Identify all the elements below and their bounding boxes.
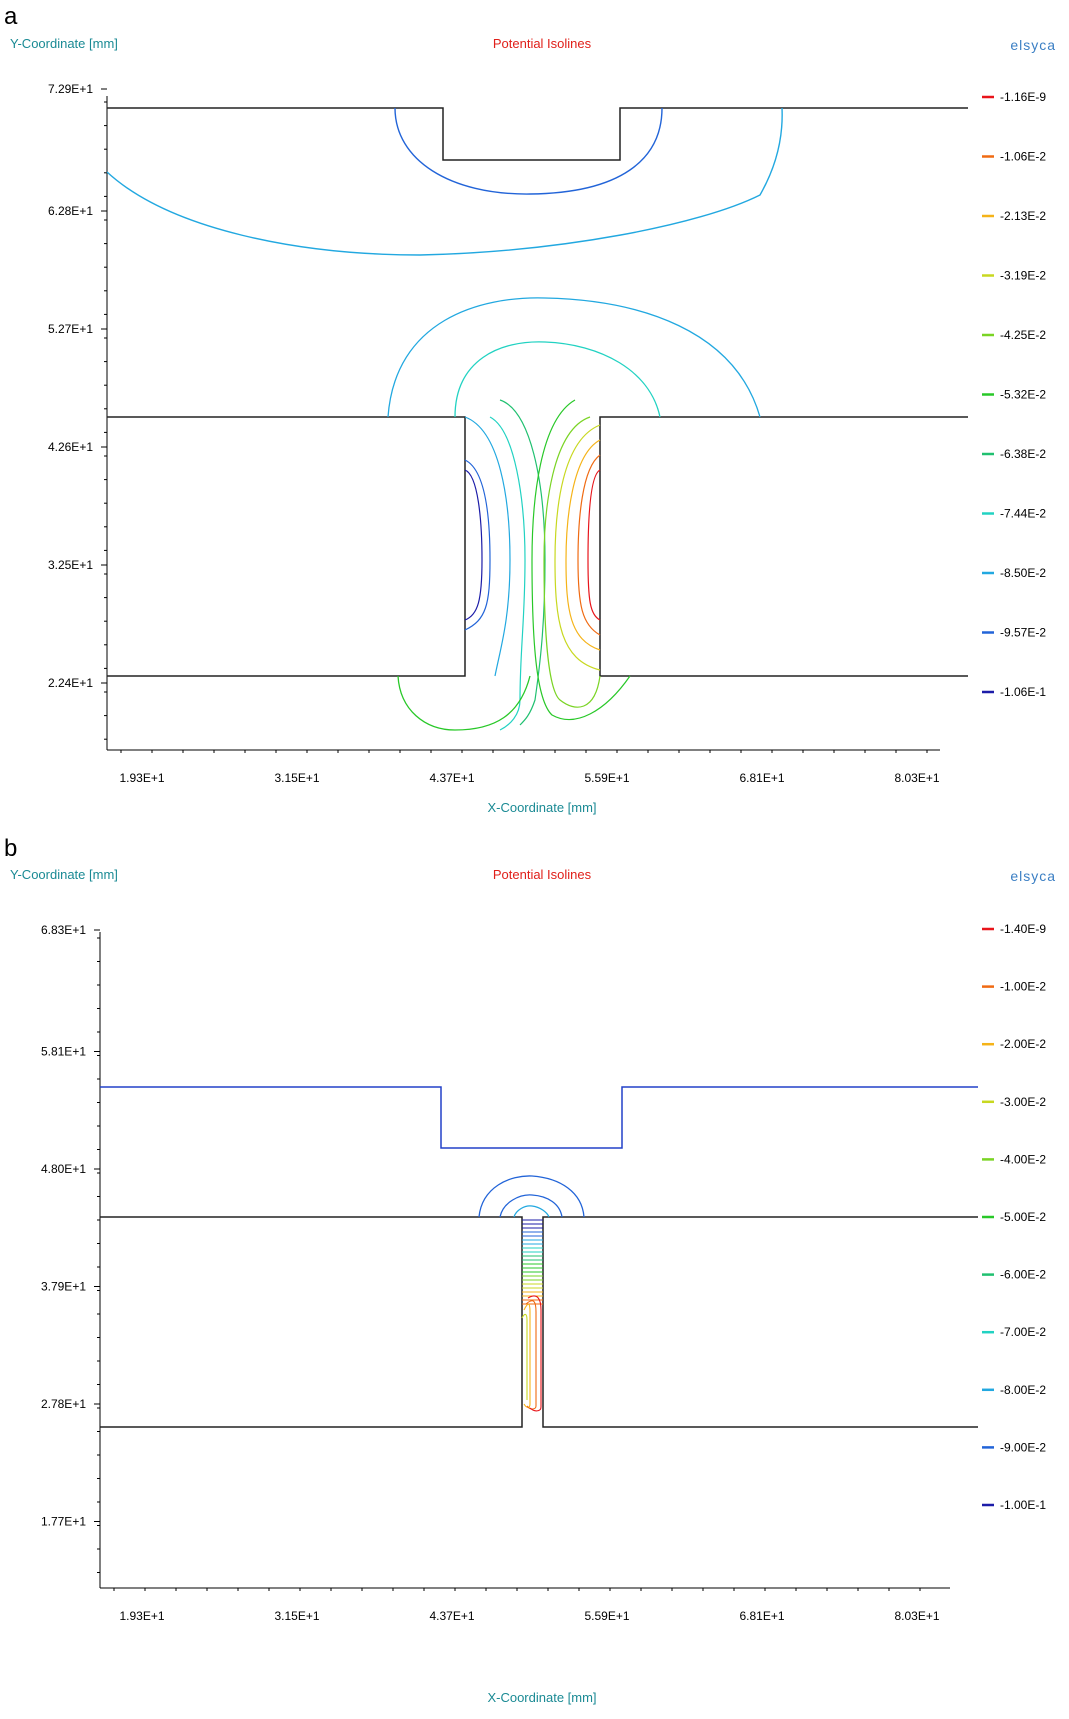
legend-label: -8.00E-2 — [1000, 1383, 1046, 1397]
x-tick-label: 3.15E+1 — [274, 1609, 319, 1623]
legend-label: -1.06E-2 — [1000, 150, 1046, 164]
x-axis-label: X-Coordinate [mm] — [487, 1690, 596, 1705]
legend-label: -1.00E-1 — [1000, 1498, 1046, 1512]
left-block-outline — [107, 416, 466, 677]
x-tick-label: 4.37E+1 — [429, 771, 474, 785]
y-tick-label: 1.77E+1 — [41, 1515, 86, 1529]
y-tick-label: 2.24E+1 — [48, 676, 93, 690]
isoline — [499, 1194, 563, 1218]
isoline — [513, 1205, 550, 1218]
y-tick-label: 2.78E+1 — [41, 1397, 86, 1411]
y-tick-label: 4.80E+1 — [41, 1162, 86, 1176]
x-tick-label: 1.93E+1 — [119, 1609, 164, 1623]
legend-label: -6.38E-2 — [1000, 447, 1046, 461]
y-tick-label: 6.28E+1 — [48, 204, 93, 218]
x-tick-label: 8.03E+1 — [894, 771, 939, 785]
y-tick-label: 5.27E+1 — [48, 322, 93, 336]
legend-label: -1.16E-9 — [1000, 90, 1046, 104]
legend-label: -5.00E-2 — [1000, 1210, 1046, 1224]
legend-label: -4.00E-2 — [1000, 1152, 1046, 1166]
y-tick-label: 3.79E+1 — [41, 1280, 86, 1294]
axis-ticks: 7.29E+1 6.28E+1 5.27E+1 4.26E+1 3.25E+1 2.24E… — [48, 82, 940, 785]
legend: -1.16E-9 -1.06E-2 -2.13E-2 -3.19E-2 -4.25E-2… — [982, 90, 1046, 699]
legend-label: -2.00E-2 — [1000, 1037, 1046, 1051]
right-block-outline — [599, 416, 968, 677]
slot-isolines — [522, 1219, 543, 1305]
panel-a: a Y-Coordinate [mm] Potential Isolines e… — [0, 0, 1069, 830]
x-tick-label: 6.81E+1 — [739, 771, 784, 785]
y-axis-label: Y-Coordinate [mm] — [10, 36, 118, 51]
panel-letter: a — [4, 3, 18, 30]
top-electrode-outline — [100, 1086, 978, 1149]
panel-letter: b — [4, 835, 17, 862]
elsyca-logo: elsyca — [1010, 37, 1056, 53]
axis-ticks: 6.83E+1 5.81E+1 4.80E+1 3.79E+1 2.78E+1 1.77E… — [41, 923, 940, 1623]
isoline — [106, 107, 783, 256]
legend-label: -6.00E-2 — [1000, 1268, 1046, 1282]
isoline — [387, 297, 761, 418]
y-tick-label: 6.83E+1 — [41, 923, 86, 937]
legend-label: -9.57E-2 — [1000, 626, 1046, 640]
chart-title: Potential Isolines — [493, 36, 592, 51]
legend-label: -8.50E-2 — [1000, 566, 1046, 580]
legend-label: -2.13E-2 — [1000, 209, 1046, 223]
panel-b: b Y-Coordinate [mm] Potential Isolines e… — [0, 832, 1069, 1714]
left-block-outline — [100, 1216, 523, 1428]
legend-label: -4.25E-2 — [1000, 328, 1046, 342]
right-block-outline — [542, 1216, 978, 1428]
legend-label: -7.00E-2 — [1000, 1325, 1046, 1339]
chart-title: Potential Isolines — [493, 867, 592, 882]
elsyca-logo: elsyca — [1010, 868, 1056, 884]
legend-label: -1.06E-1 — [1000, 685, 1046, 699]
y-tick-label: 3.25E+1 — [48, 558, 93, 572]
y-tick-label: 5.81E+1 — [41, 1045, 86, 1059]
x-tick-label: 4.37E+1 — [429, 1609, 474, 1623]
top-electrode-outline — [107, 107, 968, 161]
legend-label: -1.00E-2 — [1000, 980, 1046, 994]
legend-label: -3.00E-2 — [1000, 1095, 1046, 1109]
isoline — [478, 1175, 585, 1218]
isoline — [397, 675, 531, 731]
gap-isolines-right — [531, 399, 631, 720]
y-axis-label: Y-Coordinate [mm] — [10, 867, 118, 882]
isoline — [394, 107, 663, 195]
y-tick-label: 7.29E+1 — [48, 82, 93, 96]
chart-a-svg: a Y-Coordinate [mm] Potential Isolines e… — [4, 3, 1056, 815]
y-tick-label: 4.26E+1 — [48, 440, 93, 454]
legend: -1.40E-9 -1.00E-2 -2.00E-2 -3.00E-2 -4.00E-2… — [982, 922, 1046, 1512]
x-tick-label: 1.93E+1 — [119, 771, 164, 785]
x-tick-label: 5.59E+1 — [584, 1609, 629, 1623]
legend-label: -3.19E-2 — [1000, 269, 1046, 283]
legend-label: -9.00E-2 — [1000, 1440, 1046, 1454]
gap-isolines-left — [464, 399, 546, 731]
legend-label: -5.32E-2 — [1000, 388, 1046, 402]
isoline — [454, 341, 661, 418]
x-tick-label: 6.81E+1 — [739, 1609, 784, 1623]
slot-u-isolines — [521, 1295, 542, 1412]
x-tick-label: 8.03E+1 — [894, 1609, 939, 1623]
chart-b-svg: b Y-Coordinate [mm] Potential Isolines e… — [4, 835, 1056, 1705]
x-tick-label: 5.59E+1 — [584, 771, 629, 785]
x-tick-label: 3.15E+1 — [274, 771, 319, 785]
x-axis-label: X-Coordinate [mm] — [487, 800, 596, 815]
legend-label: -7.44E-2 — [1000, 507, 1046, 521]
legend-label: -1.40E-9 — [1000, 922, 1046, 936]
